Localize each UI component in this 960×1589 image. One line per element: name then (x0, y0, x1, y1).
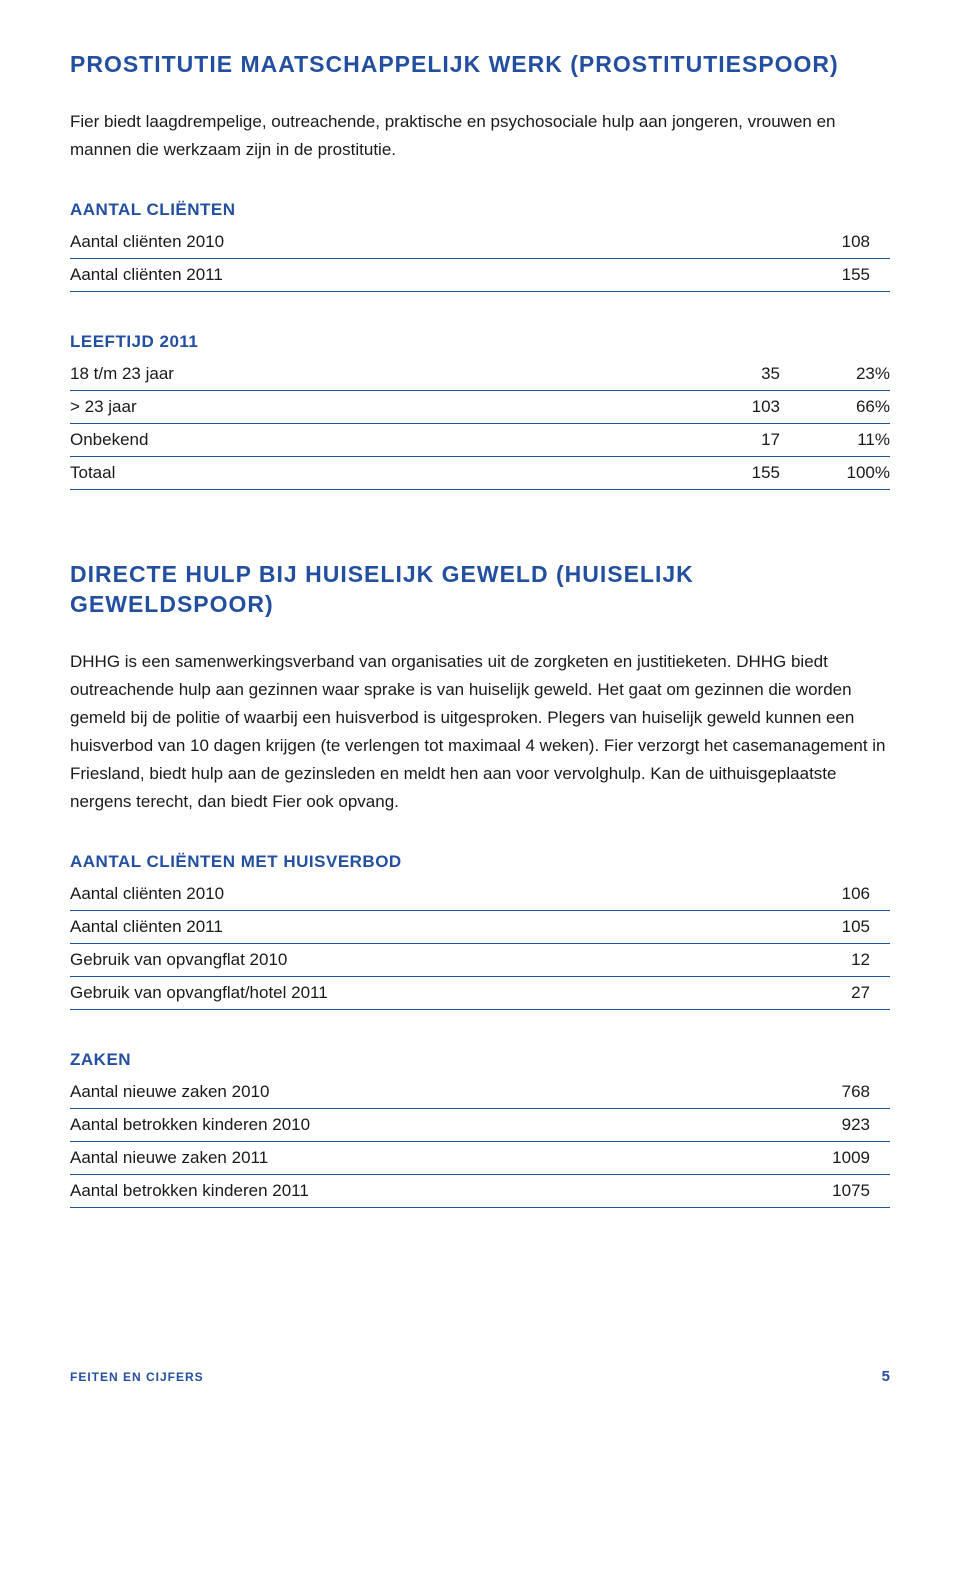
page-footer: FEITEN EN CIJFERS 5 (70, 1368, 890, 1385)
table-row: Aantal cliënten 2010 108 (70, 226, 890, 259)
section1-intro: Fier biedt laagdrempelige, outreachende,… (70, 108, 890, 164)
row-value: 1075 (731, 1175, 890, 1208)
page-number: 5 (882, 1368, 890, 1385)
row-label: Gebruik van opvangflat/hotel 2011 (70, 977, 760, 1010)
row-value: 105 (760, 911, 890, 944)
table-row: Gebruik van opvangflat/hotel 2011 27 (70, 977, 890, 1010)
row-label: Aantal nieuwe zaken 2010 (70, 1076, 731, 1109)
row-value: 35 (568, 358, 800, 391)
row-pct: 100% (800, 456, 890, 489)
table-row: 18 t/m 23 jaar 35 23% (70, 358, 890, 391)
table-leeftijd: 18 t/m 23 jaar 35 23% > 23 jaar 103 66% … (70, 358, 890, 490)
row-value: 155 (694, 258, 890, 291)
table-huisverbod: Aantal cliënten 2010 106 Aantal cliënten… (70, 878, 890, 1010)
table-row: Aantal nieuwe zaken 2010 768 (70, 1076, 890, 1109)
table-row: > 23 jaar 103 66% (70, 390, 890, 423)
row-value: 155 (568, 456, 800, 489)
row-label: Totaal (70, 456, 568, 489)
table-row: Onbekend 17 11% (70, 423, 890, 456)
row-value: 1009 (731, 1142, 890, 1175)
table-row: Totaal 155 100% (70, 456, 890, 489)
row-label: Aantal cliënten 2010 (70, 226, 694, 259)
row-label: Aantal betrokken kinderen 2010 (70, 1109, 731, 1142)
table-zaken-heading: ZAKEN (70, 1050, 890, 1070)
row-label: Gebruik van opvangflat 2010 (70, 944, 760, 977)
table-row: Aantal betrokken kinderen 2010 923 (70, 1109, 890, 1142)
row-value: 768 (731, 1076, 890, 1109)
table-leeftijd-heading: LEEFTIJD 2011 (70, 332, 890, 352)
row-label: Aantal cliënten 2011 (70, 258, 694, 291)
row-value: 108 (694, 226, 890, 259)
table-row: Aantal cliënten 2011 105 (70, 911, 890, 944)
row-label: 18 t/m 23 jaar (70, 358, 568, 391)
row-value: 103 (568, 390, 800, 423)
section2-title: DIRECTE HULP BIJ HUISELIJK GEWELD (HUISE… (70, 560, 890, 620)
table-row: Aantal cliënten 2010 106 (70, 878, 890, 911)
footer-title: FEITEN EN CIJFERS (70, 1370, 204, 1384)
table-clienten-heading: AANTAL CLIËNTEN (70, 200, 890, 220)
row-label: Aantal betrokken kinderen 2011 (70, 1175, 731, 1208)
row-value: 106 (760, 878, 890, 911)
row-label: Aantal cliënten 2010 (70, 878, 760, 911)
section2-intro: DHHG is een samenwerkingsverband van org… (70, 648, 890, 816)
row-pct: 11% (800, 423, 890, 456)
table-huisverbod-heading: AANTAL CLIËNTEN MET HUISVERBOD (70, 852, 890, 872)
table-clienten: Aantal cliënten 2010 108 Aantal cliënten… (70, 226, 890, 292)
table-row: Aantal betrokken kinderen 2011 1075 (70, 1175, 890, 1208)
section1-title: PROSTITUTIE MAATSCHAPPELIJK WERK (PROSTI… (70, 50, 890, 80)
table-row: Aantal nieuwe zaken 2011 1009 (70, 1142, 890, 1175)
row-value: 12 (760, 944, 890, 977)
row-label: Aantal cliënten 2011 (70, 911, 760, 944)
table-row: Aantal cliënten 2011 155 (70, 258, 890, 291)
row-label: Onbekend (70, 423, 568, 456)
row-label: > 23 jaar (70, 390, 568, 423)
row-pct: 66% (800, 390, 890, 423)
row-value: 923 (731, 1109, 890, 1142)
row-label: Aantal nieuwe zaken 2011 (70, 1142, 731, 1175)
table-row: Gebruik van opvangflat 2010 12 (70, 944, 890, 977)
row-value: 27 (760, 977, 890, 1010)
row-value: 17 (568, 423, 800, 456)
table-zaken: Aantal nieuwe zaken 2010 768 Aantal betr… (70, 1076, 890, 1208)
row-pct: 23% (800, 358, 890, 391)
